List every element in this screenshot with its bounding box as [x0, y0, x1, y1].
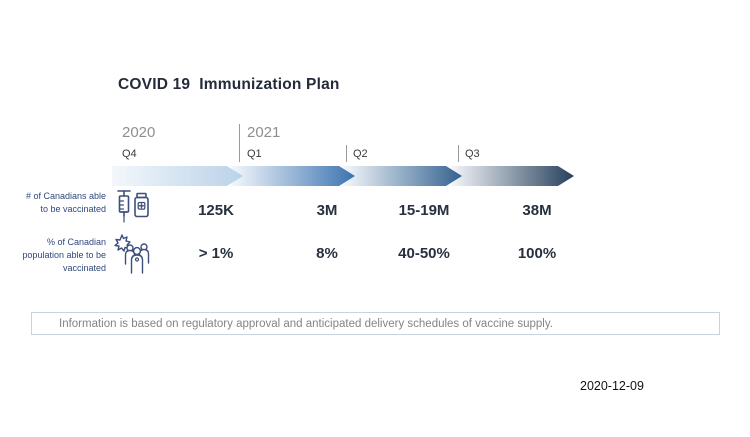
timeline-year-2021: 2021 — [247, 124, 281, 141]
arrow-q1 — [232, 166, 355, 186]
timeline-year-2020: 2020 — [122, 124, 156, 141]
value-q1-count: 3M — [316, 202, 338, 219]
value-q2-count: 15-19M — [398, 202, 450, 219]
value-q1-percent: 8% — [316, 245, 338, 262]
arrow-q4 — [112, 166, 243, 186]
value-q4-percent: > 1% — [198, 245, 234, 262]
timeline-divider-q3 — [458, 145, 459, 162]
timeline-divider-q2 — [346, 145, 347, 162]
timeline-quarter-q1: Q1 — [247, 148, 262, 160]
canada-people-icon — [114, 234, 150, 274]
date-stamp: 2020-12-09 — [580, 379, 644, 393]
timeline-arrows — [112, 166, 574, 186]
row-label-number-vaccinated: # of Canadians able to be vaccinated — [25, 191, 106, 214]
timeline-quarter-q4: Q4 — [122, 148, 137, 160]
timeline-quarter-q2: Q2 — [353, 148, 368, 160]
footer-note-box: Information is based on regulatory appro… — [31, 312, 720, 335]
footer-note-text: Information is based on regulatory appro… — [59, 317, 553, 330]
value-q2-percent: 40-50% — [398, 245, 450, 262]
syringe-vial-icon — [117, 190, 149, 223]
timeline-quarter-q3: Q3 — [465, 148, 480, 160]
row-label-percent-vaccinated: % of Canadian population able to be vacc… — [22, 237, 106, 273]
page-title: COVID 19 Immunization Plan — [118, 76, 340, 93]
value-q3-count: 38M — [522, 202, 552, 219]
arrow-q2 — [344, 166, 462, 186]
value-q3-percent: 100% — [517, 245, 557, 262]
value-q4-count: 125K — [198, 202, 234, 219]
arrow-q3 — [452, 166, 574, 186]
timeline-divider-2021 — [239, 124, 240, 162]
